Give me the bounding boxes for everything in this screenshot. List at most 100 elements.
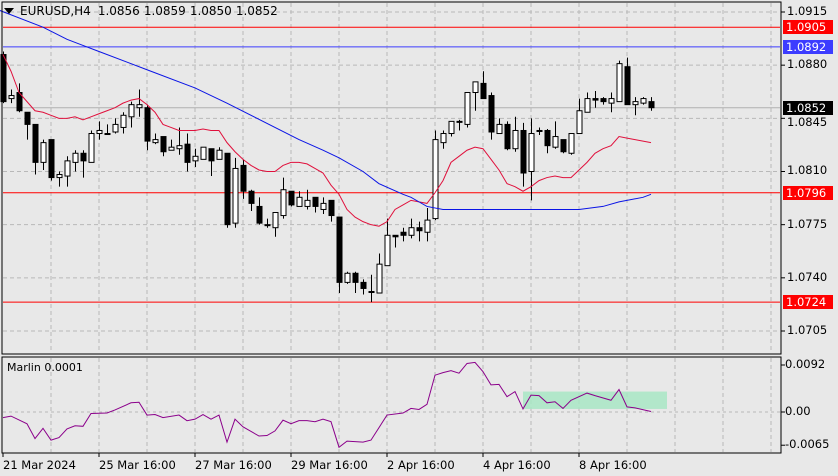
- candle-body: [544, 129, 551, 147]
- candle-body: [344, 272, 351, 283]
- candle-body: [320, 202, 327, 210]
- candle-bearish: [416, 221, 423, 242]
- candle-bullish: [568, 133, 575, 155]
- candle-bearish: [184, 133, 191, 172]
- candle-bearish: [160, 136, 167, 157]
- candle-bullish: [40, 139, 47, 170]
- candle-bearish: [208, 148, 215, 177]
- candle-bearish: [560, 139, 567, 154]
- triangle-down-icon[interactable]: [4, 8, 14, 14]
- time-axis-label: 29 Mar 16:00: [291, 458, 368, 472]
- candle-bearish: [48, 139, 55, 181]
- price-axis-label: 1.0915: [787, 4, 828, 18]
- level-price-tag[interactable]: 1.0905: [783, 20, 833, 35]
- candle-bearish: [544, 128, 551, 154]
- candle-body: [136, 104, 143, 109]
- candle-body: [24, 111, 31, 125]
- candle-bullish: [376, 253, 383, 294]
- candle-body: [584, 98, 591, 113]
- price-axis-label: 1.0810: [787, 163, 828, 178]
- price-axis-label: 1.0880: [787, 57, 828, 72]
- candle-bullish: [496, 118, 503, 135]
- candle-body: [272, 212, 279, 229]
- bid-price-tag: 1.0852: [783, 100, 833, 115]
- candle-bullish: [528, 118, 535, 201]
- candle-bullish: [432, 130, 439, 221]
- main-panel-border: [1, 1, 782, 355]
- candle-bearish: [600, 97, 607, 105]
- candle-bullish: [56, 171, 63, 187]
- candle-body: [152, 139, 159, 144]
- candle-bearish: [352, 271, 359, 294]
- candle-bearish: [336, 216, 343, 294]
- candle-body: [328, 199, 335, 217]
- price-axis-label: 1.0775: [787, 216, 828, 231]
- candle-bullish: [304, 189, 311, 210]
- high-price: 1.0859: [143, 4, 186, 18]
- candle-bullish: [200, 146, 207, 160]
- candle-body: [432, 139, 439, 220]
- level-price-tag[interactable]: 1.0892: [783, 39, 833, 54]
- candle-bullish: [456, 119, 463, 131]
- candle-bearish: [624, 57, 631, 106]
- indicator-panel-border: [1, 356, 782, 454]
- price-axis-label: 1.0705: [787, 322, 828, 337]
- candle-body: [528, 133, 535, 172]
- candle-body: [64, 160, 71, 177]
- candle-bullish: [424, 207, 431, 242]
- level-lines[interactable]: [3, 26, 780, 303]
- candle-bearish: [240, 159, 247, 199]
- candle-body: [72, 152, 79, 163]
- candle-body: [296, 196, 303, 207]
- price-axis-label: 1.0740: [787, 269, 828, 284]
- candle-body: [456, 120, 463, 123]
- candle-body: [424, 219, 431, 233]
- candle-body: [304, 199, 311, 207]
- candle-body: [128, 104, 135, 118]
- candle-body: [312, 196, 319, 207]
- time-axis-label: 2 Apr 16:00: [387, 458, 455, 472]
- candle-bearish: [648, 97, 655, 111]
- candle-body: [608, 98, 615, 104]
- candle-bullish: [8, 89, 15, 104]
- candle-bearish: [224, 152, 231, 228]
- candle-bullish: [192, 148, 199, 167]
- candle-bullish: [296, 191, 303, 207]
- candle-bearish: [312, 196, 319, 213]
- candle-bullish: [104, 124, 111, 136]
- candle-bearish: [400, 227, 407, 242]
- candle-body: [176, 145, 183, 150]
- candle-bearish: [504, 121, 511, 151]
- candle-body: [216, 149, 223, 160]
- candle-body: [80, 152, 87, 162]
- candle-body: [56, 174, 63, 179]
- candle-body: [112, 123, 119, 133]
- grid: [2, 3, 785, 457]
- candle-body: [256, 205, 263, 224]
- open-price: 1.0856: [97, 4, 140, 18]
- candle-bearish: [328, 199, 335, 222]
- candle-body: [648, 101, 655, 109]
- candle-body: [192, 155, 199, 162]
- candle-body: [568, 133, 575, 154]
- low-price: 1.0850: [189, 4, 232, 18]
- candle-body: [264, 224, 271, 227]
- candle-body: [464, 92, 471, 125]
- level-price-tag[interactable]: 1.0724: [783, 295, 833, 310]
- candle-bullish: [168, 139, 175, 151]
- symbol-timeframe: EURUSD,H4: [20, 4, 91, 18]
- candle-body: [336, 216, 343, 283]
- time-axis-label: 4 Apr 16:00: [483, 458, 551, 472]
- candle-body: [208, 148, 215, 162]
- candle-bullish: [264, 218, 271, 228]
- candle-body: [168, 146, 175, 151]
- candle-body: [224, 152, 231, 226]
- time-axis-label: 27 Mar 16:00: [195, 458, 272, 472]
- candle-body: [600, 98, 607, 103]
- close-price: 1.0852: [235, 4, 278, 18]
- candle-body: [536, 129, 543, 132]
- candle-bullish: [96, 121, 103, 140]
- level-price-tag[interactable]: 1.0796: [783, 185, 833, 200]
- candle-bullish: [616, 60, 623, 103]
